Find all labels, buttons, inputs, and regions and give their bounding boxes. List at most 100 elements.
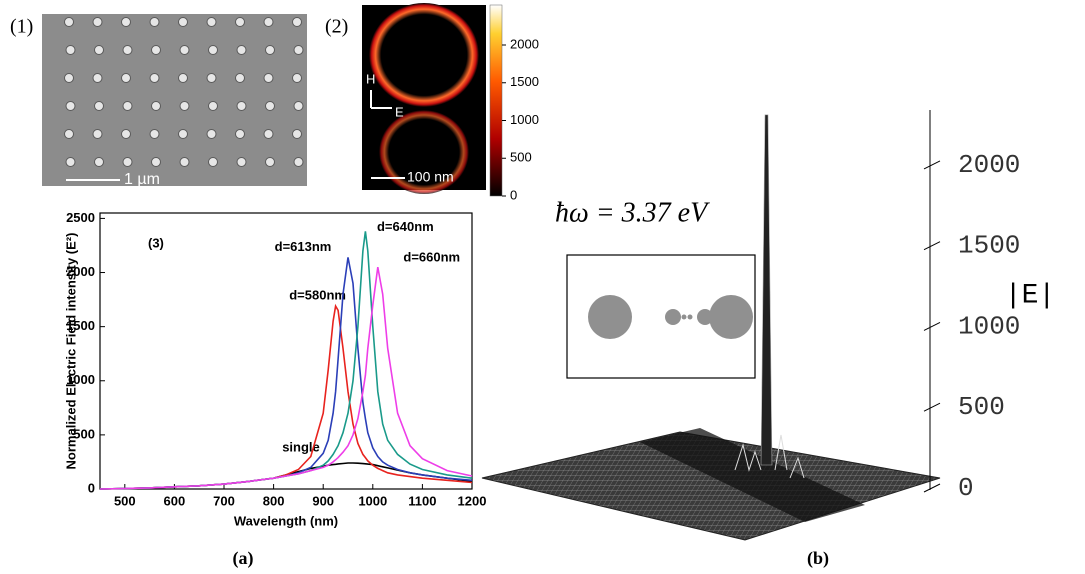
- particle: [235, 73, 245, 83]
- particle: [292, 17, 302, 27]
- z-tick: [923, 241, 941, 251]
- particle: [208, 45, 218, 55]
- particle: [236, 157, 247, 167]
- surface-plot: |E| 0 500 1000 1500 2000: [481, 110, 1055, 541]
- field-lobe: [369, 3, 479, 107]
- x-axis-title: Wavelength (nm): [234, 513, 338, 528]
- particle: [265, 157, 275, 167]
- y-tick-label: 1500: [66, 318, 95, 333]
- particle: [265, 101, 275, 111]
- particle: [292, 129, 302, 139]
- panel-label: (2): [325, 16, 348, 38]
- particle: [94, 45, 104, 55]
- particle: [121, 17, 131, 27]
- y-tick-label: 2000: [66, 264, 95, 279]
- x-tick-label: 1100: [408, 493, 436, 508]
- x-tick-label: 500: [114, 493, 136, 508]
- particle: [65, 45, 76, 55]
- particle: [178, 73, 188, 83]
- particle: [263, 73, 274, 83]
- e-label: E: [395, 104, 404, 119]
- series-label: d=613nm: [275, 239, 332, 254]
- particle: [92, 73, 103, 83]
- series-label: d=580nm: [289, 288, 346, 303]
- particle: [122, 101, 133, 111]
- particle: [236, 45, 247, 55]
- sem-particles: [64, 17, 304, 167]
- particle: [293, 157, 304, 167]
- particle: [151, 45, 161, 55]
- colorbar-tick-label: 1000: [510, 112, 539, 127]
- y-tick-label: 2500: [66, 210, 95, 225]
- particle: [179, 157, 190, 167]
- particle: [94, 157, 104, 167]
- z-tick-label: 0: [958, 473, 974, 503]
- inset-geometry: [588, 295, 753, 339]
- colorbar-tick-label: 0: [510, 187, 517, 202]
- particle: [235, 17, 245, 27]
- x-tick-label: 800: [263, 493, 285, 508]
- axes-arrows: [370, 90, 392, 109]
- colorbar-tick-label: 500: [510, 150, 532, 165]
- particle: [149, 129, 160, 139]
- y-axis-title: Normalized Electric Field intensity (E²): [63, 233, 78, 470]
- z-tick: [923, 322, 941, 331]
- figure-label: (b): [807, 548, 829, 569]
- figure-label: (a): [233, 548, 254, 569]
- z-tick-label: 2000: [958, 150, 1020, 180]
- particle: [206, 129, 217, 139]
- x-tick-label: 1200: [458, 493, 487, 508]
- particle: [122, 157, 133, 167]
- particle: [151, 157, 161, 167]
- line-chart: (3) Wavelength (nm) Normalized Electric …: [63, 210, 486, 529]
- z-tick-label: 1500: [958, 231, 1020, 261]
- series-line: [99, 266, 473, 490]
- x-tick-label: 600: [164, 493, 186, 508]
- particle: [263, 129, 274, 139]
- particle: [122, 45, 133, 55]
- z-tick-label: 1000: [958, 311, 1020, 341]
- particle: [178, 17, 188, 27]
- z-tick: [923, 160, 941, 170]
- x-tick-label: 900: [312, 493, 334, 508]
- z-tick: [923, 483, 941, 493]
- particle: [178, 129, 188, 139]
- z-axis-title: |E|: [1005, 280, 1055, 311]
- particle: [206, 17, 217, 27]
- series-label: d=640nm: [377, 219, 434, 234]
- plot-frame: [99, 212, 473, 490]
- h-label: H: [366, 71, 375, 86]
- series-label: d=660nm: [403, 250, 460, 265]
- particle: [94, 101, 104, 111]
- panel-label: (3): [148, 235, 164, 250]
- particle: [121, 73, 131, 83]
- sem-image: [42, 14, 307, 186]
- z-tick: [923, 402, 941, 412]
- particle: [64, 73, 74, 83]
- series-line: [99, 303, 473, 490]
- particle: [236, 101, 247, 111]
- particle: [179, 45, 190, 55]
- particle: [265, 45, 275, 55]
- particle: [64, 129, 74, 139]
- surface-peak: [760, 114, 773, 466]
- particle: [64, 17, 74, 27]
- annotation: ħω = 3.37 eV: [555, 197, 710, 228]
- particle: [235, 129, 245, 139]
- particle: [292, 73, 302, 83]
- y-tick-label: 0: [88, 480, 95, 495]
- series-label: single: [282, 439, 320, 454]
- particle: [208, 157, 218, 167]
- particle: [179, 101, 190, 111]
- particle: [206, 73, 217, 83]
- z-tick-label: 500: [958, 392, 1005, 422]
- particle: [65, 101, 76, 111]
- panel-label: (1): [10, 16, 33, 38]
- scale-bar-label: 1 µm: [124, 171, 160, 188]
- colorbar: [489, 4, 503, 197]
- colorbar-axis: 0 500 1000 1500 2000: [502, 36, 539, 202]
- y-tick-label: 500: [73, 426, 95, 441]
- y-tick-label: 1000: [66, 372, 95, 387]
